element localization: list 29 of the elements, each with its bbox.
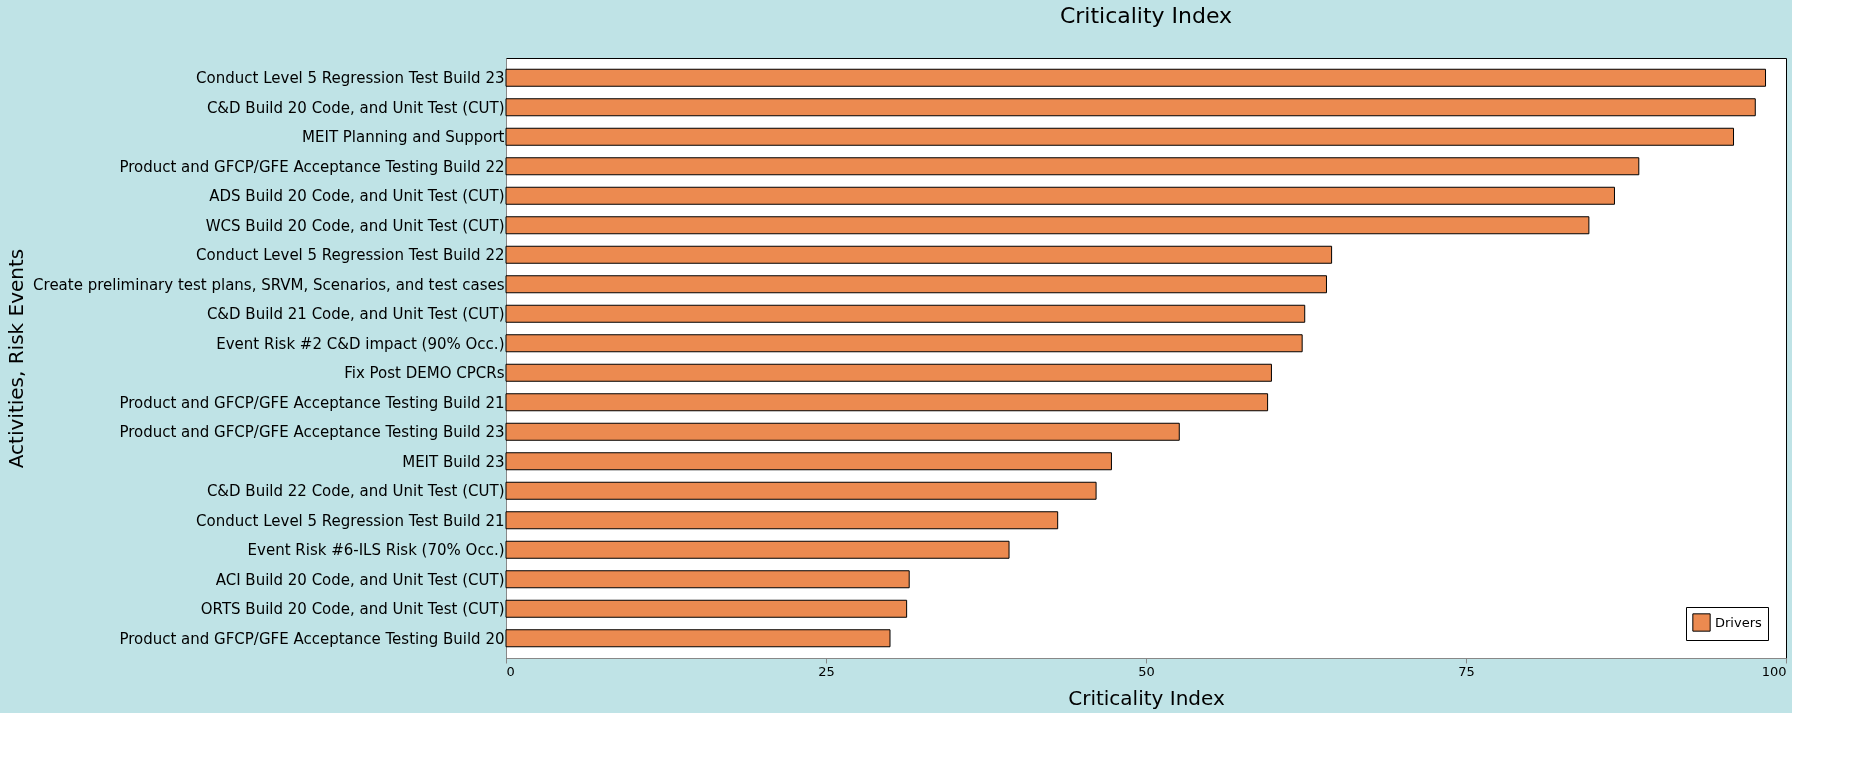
x-tick-label: 50 xyxy=(1138,663,1155,679)
x-tick-label: 0 xyxy=(506,663,515,679)
x-axis-title: Criticality Index xyxy=(1068,685,1225,710)
y-tick-label: Product and GFCP/GFE Acceptance Testing Build 22 xyxy=(119,157,505,176)
y-tick-label: ADS Build 20 Code, and Unit Test (CUT) xyxy=(209,187,505,206)
y-tick-label: ACI Build 20 Code, and Unit Test (CUT) xyxy=(215,570,505,589)
y-tick-label: Conduct Level 5 Regression Test Build 23 xyxy=(196,69,505,88)
x-tick-label: 100 xyxy=(1761,663,1787,679)
y-tick-label: Product and GFCP/GFE Acceptance Testing Build 20 xyxy=(119,629,505,648)
x-tick-label: 25 xyxy=(818,663,835,679)
y-tick-label: MEIT Planning and Support xyxy=(302,128,505,147)
y-tick-label: Create preliminary test plans, SRVM, Scenarios, and test cases xyxy=(33,275,505,294)
y-tick-label: Product and GFCP/GFE Acceptance Testing Build 21 xyxy=(119,393,505,412)
y-tick-label: ORTS Build 20 Code, and Unit Test (CUT) xyxy=(200,600,505,619)
y-tick-label: Product and GFCP/GFE Acceptance Testing Build 23 xyxy=(119,423,505,442)
y-tick-label: C&D Build 20 Code, and Unit Test (CUT) xyxy=(206,98,505,117)
y-tick-label: Event Risk #2 C&D impact (90% Occ.) xyxy=(216,334,505,353)
y-tick-label: Conduct Level 5 Regression Test Build 22 xyxy=(196,246,505,265)
y-axis-title: Activities, Risk Events xyxy=(3,248,28,469)
y-tick-label: Conduct Level 5 Regression Test Build 21 xyxy=(196,511,505,530)
y-tick-label: Fix Post DEMO CPCRs xyxy=(344,364,505,383)
y-tick-label: C&D Build 21 Code, and Unit Test (CUT) xyxy=(206,305,505,324)
y-tick-label: C&D Build 22 Code, and Unit Test (CUT) xyxy=(206,482,505,501)
legend-label: Drivers xyxy=(1715,614,1762,630)
chart-title: Criticality Index xyxy=(1059,3,1233,28)
y-tick-label: Event Risk #6-ILS Risk (70% Occ.) xyxy=(247,541,505,560)
y-tick-label: MEIT Build 23 xyxy=(402,452,505,471)
x-tick-label: 75 xyxy=(1458,663,1475,679)
y-tick-label: WCS Build 20 Code, and Unit Test (CUT) xyxy=(205,216,505,235)
